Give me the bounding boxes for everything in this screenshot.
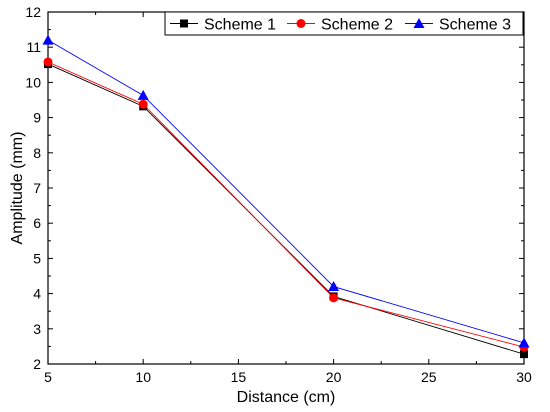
x-tick-label: 25 bbox=[421, 369, 437, 385]
series-3 bbox=[42, 34, 530, 348]
data-point bbox=[137, 89, 149, 100]
y-tick-label: 9 bbox=[33, 110, 41, 126]
series-layer bbox=[42, 34, 530, 359]
y-axis-title: Amplitude (mm) bbox=[9, 132, 26, 245]
data-point bbox=[520, 350, 528, 359]
data-point bbox=[42, 34, 54, 45]
y-tick-label: 4 bbox=[33, 286, 41, 302]
legend-label: Scheme 3 bbox=[439, 17, 511, 34]
x-tick-label: 20 bbox=[326, 369, 342, 385]
data-point bbox=[138, 99, 148, 109]
series-2 bbox=[43, 57, 529, 352]
x-axis-title: Distance (cm) bbox=[237, 389, 336, 406]
data-point bbox=[329, 293, 339, 303]
y-tick-label: 10 bbox=[25, 74, 41, 90]
x-tick-label: 30 bbox=[516, 369, 532, 385]
y-tick-label: 2 bbox=[33, 356, 41, 372]
y-axis: 2 3 4 5 6 7 8 9 10 11 12 bbox=[25, 4, 524, 372]
legend-label: Scheme 1 bbox=[204, 17, 276, 34]
x-tick-label: 10 bbox=[135, 369, 151, 385]
y-tick-label: 6 bbox=[33, 215, 41, 231]
legend-item: Scheme 1 bbox=[170, 17, 276, 34]
y-tick-label: 3 bbox=[33, 321, 41, 337]
legend-marker bbox=[296, 19, 306, 28]
y-tick-label: 5 bbox=[33, 250, 41, 266]
x-axis: 5 10 15 20 25 30 bbox=[44, 12, 532, 385]
legend-marker bbox=[180, 19, 188, 28]
y-tick-label: 11 bbox=[26, 39, 41, 55]
legend-item: Scheme 2 bbox=[287, 17, 393, 34]
x-tick-label: 15 bbox=[231, 369, 247, 385]
series-1 bbox=[44, 60, 528, 359]
legend-item: Scheme 3 bbox=[405, 17, 511, 34]
legend-box bbox=[164, 11, 524, 36]
y-tick-label: 7 bbox=[33, 180, 41, 196]
data-point bbox=[43, 57, 53, 67]
data-point bbox=[328, 281, 340, 292]
series-line bbox=[47, 39, 525, 344]
legend: Scheme 1 Scheme 2 Scheme 3 bbox=[164, 11, 524, 36]
x-tick-label: 5 bbox=[44, 369, 52, 385]
data-point bbox=[518, 337, 530, 348]
series-line bbox=[47, 61, 525, 348]
plot-border bbox=[47, 11, 525, 365]
series-line bbox=[47, 63, 525, 355]
legend-marker bbox=[413, 18, 425, 28]
y-tick-label: 8 bbox=[33, 145, 41, 161]
y-tick-label: 12 bbox=[25, 4, 41, 20]
legend-label: Scheme 2 bbox=[321, 17, 393, 34]
plot-area bbox=[47, 11, 525, 365]
